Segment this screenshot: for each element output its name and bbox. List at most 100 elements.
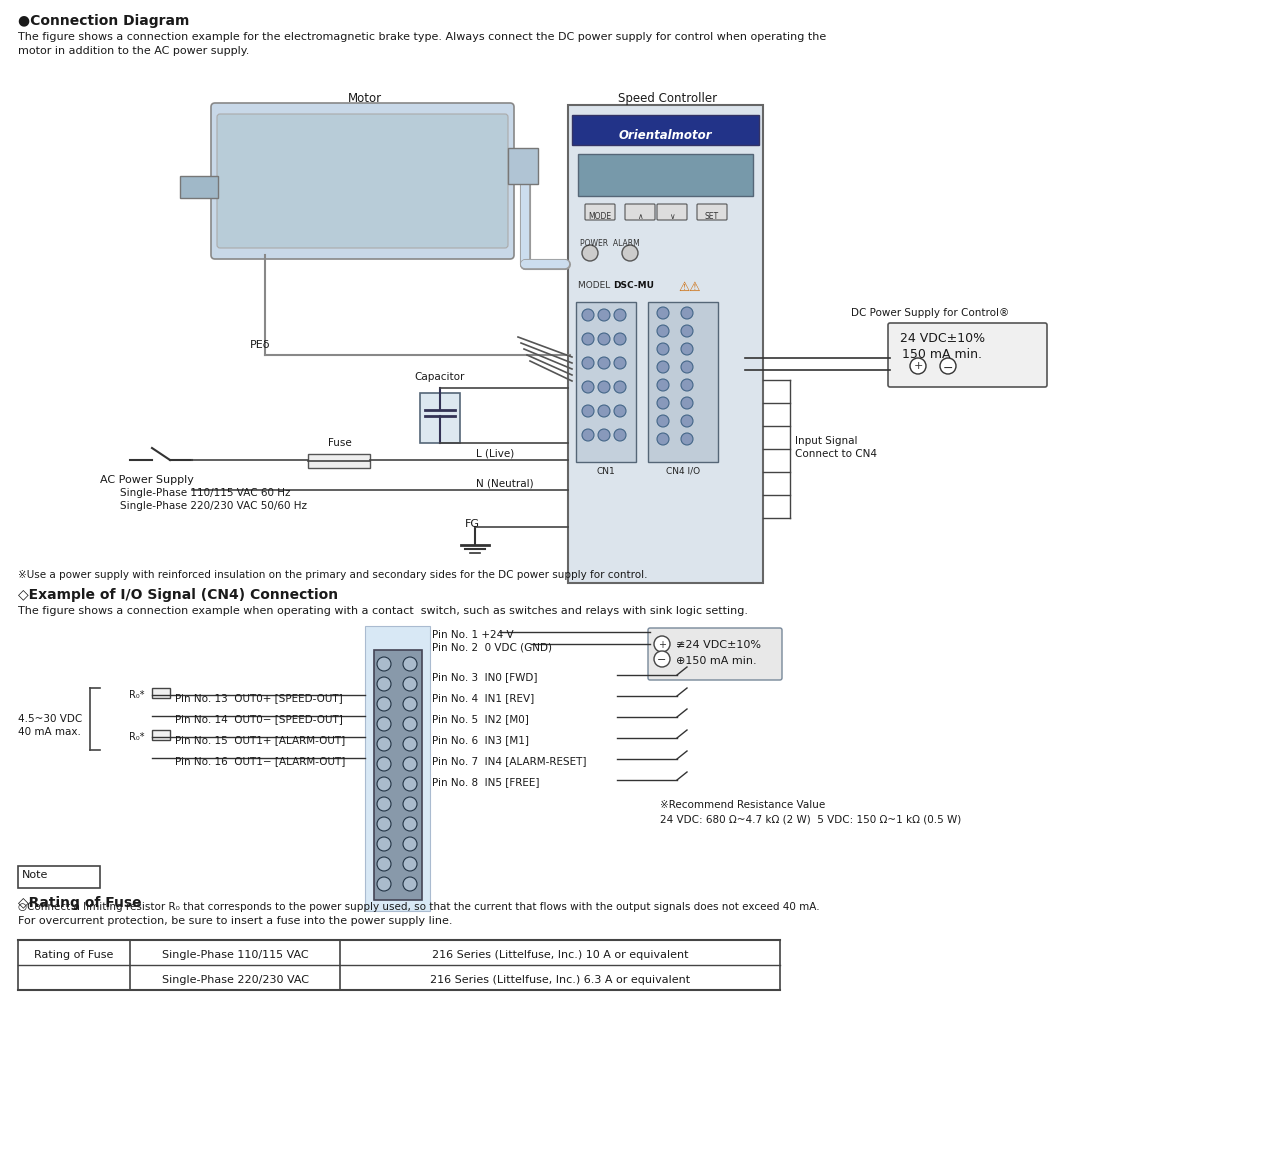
Text: Pin No. 16  OUT1− [ALARM-OUT]: Pin No. 16 OUT1− [ALARM-OUT] <box>175 756 346 766</box>
Circle shape <box>378 677 390 691</box>
Text: DSC-MU: DSC-MU <box>613 281 654 290</box>
FancyBboxPatch shape <box>625 204 655 220</box>
Circle shape <box>681 324 692 337</box>
Text: ※Use a power supply with reinforced insulation on the primary and secondary side: ※Use a power supply with reinforced insu… <box>18 570 648 580</box>
Circle shape <box>378 877 390 891</box>
Bar <box>152 688 170 698</box>
FancyBboxPatch shape <box>218 114 508 248</box>
Text: ∧: ∧ <box>637 212 643 221</box>
Circle shape <box>614 405 626 418</box>
Text: Pin No. 3  IN0 [FWD]: Pin No. 3 IN0 [FWD] <box>433 672 538 682</box>
Circle shape <box>614 381 626 393</box>
Text: 40 mA max.: 40 mA max. <box>18 727 81 737</box>
Circle shape <box>403 697 417 711</box>
Text: 150 mA min.: 150 mA min. <box>902 348 982 361</box>
Text: ※Recommend Resistance Value: ※Recommend Resistance Value <box>660 800 826 809</box>
Text: Rating of Fuse: Rating of Fuse <box>35 950 114 959</box>
Circle shape <box>403 816 417 832</box>
Circle shape <box>403 737 417 751</box>
Circle shape <box>378 757 390 771</box>
Text: ⊕150 mA min.: ⊕150 mA min. <box>676 656 756 666</box>
Text: ∨: ∨ <box>669 212 675 221</box>
Circle shape <box>378 718 390 732</box>
Circle shape <box>657 433 669 445</box>
Circle shape <box>657 343 669 355</box>
Circle shape <box>582 245 598 261</box>
Text: The figure shows a connection example when operating with a contact  switch, suc: The figure shows a connection example wh… <box>18 606 748 616</box>
Text: MODEL: MODEL <box>579 281 613 290</box>
Text: Capacitor: Capacitor <box>415 372 465 381</box>
Text: Orientalmotor: Orientalmotor <box>618 129 712 142</box>
Circle shape <box>378 837 390 851</box>
Bar <box>308 454 370 468</box>
Bar <box>180 177 218 199</box>
Circle shape <box>622 245 637 261</box>
FancyBboxPatch shape <box>585 204 614 220</box>
Text: Pin No. 6  IN3 [M1]: Pin No. 6 IN3 [M1] <box>433 735 529 745</box>
Circle shape <box>614 429 626 441</box>
Text: −: − <box>658 655 667 665</box>
Circle shape <box>681 343 692 355</box>
Circle shape <box>598 357 611 369</box>
Text: DC Power Supply for Control®: DC Power Supply for Control® <box>851 308 1009 317</box>
Text: Single-Phase 220/230 VAC 50/60 Hz: Single-Phase 220/230 VAC 50/60 Hz <box>120 501 307 511</box>
Text: Pin No. 5  IN2 [M0]: Pin No. 5 IN2 [M0] <box>433 714 529 725</box>
Circle shape <box>403 718 417 732</box>
Circle shape <box>681 415 692 427</box>
Circle shape <box>657 397 669 409</box>
Text: Connect to CN4: Connect to CN4 <box>795 449 877 459</box>
Text: Pin No. 4  IN1 [REV]: Pin No. 4 IN1 [REV] <box>433 693 534 702</box>
Circle shape <box>403 797 417 811</box>
Circle shape <box>403 877 417 891</box>
Text: Single-Phase 110/115 VAC: Single-Phase 110/115 VAC <box>161 950 308 959</box>
Bar <box>572 115 759 145</box>
Bar <box>18 866 100 889</box>
Bar <box>374 650 422 900</box>
Text: N (Neutral): N (Neutral) <box>476 478 534 488</box>
Bar <box>648 302 718 462</box>
Text: Pin No. 14  OUT0− [SPEED-OUT]: Pin No. 14 OUT0− [SPEED-OUT] <box>175 714 343 725</box>
Circle shape <box>598 429 611 441</box>
Circle shape <box>657 415 669 427</box>
Bar <box>576 302 636 462</box>
Circle shape <box>403 857 417 871</box>
Text: +: + <box>914 361 923 371</box>
Circle shape <box>657 361 669 373</box>
Text: Pin No. 15  OUT1+ [ALARM-OUT]: Pin No. 15 OUT1+ [ALARM-OUT] <box>175 735 346 745</box>
FancyBboxPatch shape <box>648 628 782 680</box>
Text: Pin No. 13  OUT0+ [SPEED-OUT]: Pin No. 13 OUT0+ [SPEED-OUT] <box>175 693 343 702</box>
Text: +: + <box>658 640 666 650</box>
Circle shape <box>654 636 669 652</box>
Text: Note: Note <box>22 870 49 880</box>
Bar <box>420 393 460 443</box>
Text: CN1: CN1 <box>596 468 616 476</box>
Bar <box>508 148 538 184</box>
Text: 24 VDC±10%: 24 VDC±10% <box>900 331 986 345</box>
Circle shape <box>598 333 611 345</box>
Text: Single-Phase 110/115 VAC 60 Hz: Single-Phase 110/115 VAC 60 Hz <box>120 488 291 498</box>
Circle shape <box>598 309 611 321</box>
Circle shape <box>403 657 417 671</box>
Circle shape <box>681 433 692 445</box>
Text: 216 Series (Littelfuse, Inc.) 10 A or equivalent: 216 Series (Littelfuse, Inc.) 10 A or eq… <box>431 950 689 959</box>
Circle shape <box>657 379 669 391</box>
Text: L (Live): L (Live) <box>476 448 515 458</box>
Circle shape <box>582 357 594 369</box>
Text: ⚠⚠: ⚠⚠ <box>678 281 700 294</box>
Circle shape <box>614 309 626 321</box>
Text: POWER  ALARM: POWER ALARM <box>580 240 640 248</box>
Circle shape <box>378 857 390 871</box>
Text: Speed Controller: Speed Controller <box>618 92 717 105</box>
Text: For overcurrent protection, be sure to insert a fuse into the power supply line.: For overcurrent protection, be sure to i… <box>18 916 453 926</box>
Circle shape <box>910 358 925 374</box>
Circle shape <box>403 837 417 851</box>
Bar <box>579 154 753 197</box>
Text: R₀*: R₀* <box>129 690 145 700</box>
Text: Pin No. 2  0 VDC (GND): Pin No. 2 0 VDC (GND) <box>433 642 552 652</box>
Text: SET: SET <box>705 212 719 221</box>
Circle shape <box>582 381 594 393</box>
Text: AC Power Supply: AC Power Supply <box>100 475 193 485</box>
Circle shape <box>657 324 669 337</box>
FancyBboxPatch shape <box>888 323 1047 387</box>
Text: Pin No. 7  IN4 [ALARM-RESET]: Pin No. 7 IN4 [ALARM-RESET] <box>433 756 586 766</box>
